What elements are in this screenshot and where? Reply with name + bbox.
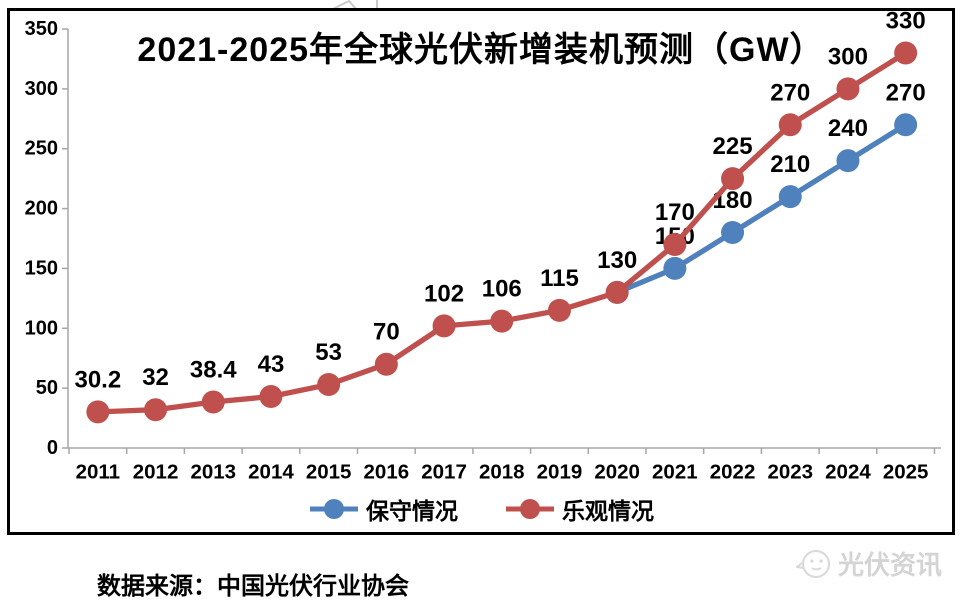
data-label-optimistic: 32 — [142, 364, 169, 391]
data-label-optimistic: 70 — [373, 319, 400, 346]
x-tick-label: 2018 — [479, 461, 525, 484]
brand-mascot-icon — [796, 549, 830, 578]
x-tick-label: 2014 — [248, 461, 294, 484]
data-label-conservative: 270 — [886, 79, 926, 106]
data-source: 数据来源：中国光伏行业协会 — [97, 573, 409, 600]
data-point-optimistic — [259, 385, 283, 409]
cropped-watermark — [332, 0, 378, 10]
brand-logo-text: 光伏资讯 — [838, 550, 943, 580]
data-point-conservative — [894, 113, 918, 137]
data-label-conservative: 210 — [770, 151, 810, 178]
data-label-optimistic: 115 — [540, 265, 579, 292]
x-tick-label: 2022 — [710, 461, 756, 484]
y-tick-label: 350 — [25, 18, 58, 40]
x-tick-label: 2019 — [537, 461, 583, 484]
y-tick-label: 200 — [25, 198, 58, 220]
data-point-conservative — [778, 185, 802, 209]
x-tick-label: 2012 — [133, 461, 179, 484]
data-label-optimistic: 53 — [315, 339, 342, 366]
chart-canvas: 0 50 100 150 200 250 300 350 2011 2012 2013 2014 201… — [25, 7, 941, 484]
data-point-optimistic — [201, 390, 225, 414]
data-label-optimistic: 106 — [482, 276, 522, 303]
y-tick-label: 0 — [47, 437, 58, 459]
data-point-optimistic — [721, 167, 745, 191]
data-point-optimistic — [317, 373, 341, 397]
data-label-optimistic: 170 — [655, 199, 695, 226]
data-label-optimistic: 330 — [886, 7, 926, 34]
x-tick-label: 2020 — [594, 461, 640, 484]
data-label-optimistic: 225 — [713, 133, 753, 160]
data-point-optimistic — [778, 113, 802, 137]
y-tick-label: 300 — [25, 78, 58, 100]
data-label-optimistic: 38.4 — [190, 357, 237, 384]
x-tick-label: 2025 — [883, 461, 929, 484]
y-tick-label: 100 — [25, 317, 58, 339]
x-tick-label: 2015 — [306, 461, 352, 484]
data-label-optimistic: 300 — [828, 43, 868, 70]
x-tick-label: 2021 — [652, 461, 698, 484]
chart-title: 2021-2025年全球光伏新增装机预测（GW） — [137, 31, 825, 69]
x-tick-label: 2011 — [76, 461, 120, 484]
x-tick-label: 2017 — [421, 461, 467, 484]
x-tick-label: 2013 — [190, 461, 236, 484]
legend-label-optimistic: 乐观情况 — [562, 498, 654, 524]
legend-item-optimistic: 乐观情况 — [504, 492, 654, 526]
data-point-conservative — [836, 149, 860, 173]
y-tick-label: 50 — [36, 377, 58, 399]
y-tick-label: 150 — [25, 257, 58, 279]
legend: 保守情况 乐观情况 — [7, 491, 955, 527]
line-dot-marker-icon — [310, 499, 358, 519]
data-point-optimistic — [663, 232, 687, 256]
data-point-optimistic — [374, 352, 398, 376]
x-tick-label: 2016 — [364, 461, 410, 484]
data-point-optimistic — [547, 298, 571, 322]
data-label-optimistic: 30.2 — [74, 366, 121, 393]
data-label-optimistic: 43 — [258, 351, 285, 378]
legend-label-conservative: 保守情况 — [366, 498, 458, 524]
data-point-optimistic — [144, 398, 168, 422]
data-label-optimistic: 102 — [424, 280, 464, 307]
data-point-optimistic — [605, 280, 629, 304]
line-dot-marker-icon — [506, 499, 554, 519]
y-tick-label: 250 — [25, 138, 58, 160]
data-label-optimistic: 130 — [597, 247, 637, 274]
data-label-optimistic: 270 — [770, 79, 810, 106]
data-label-conservative: 240 — [828, 115, 868, 142]
chart-frame — [7, 8, 955, 535]
data-point-conservative — [663, 256, 687, 280]
x-tick-label: 2023 — [767, 461, 813, 484]
data-point-optimistic — [432, 314, 456, 338]
brand-logo: 光伏资讯 — [796, 545, 942, 582]
data-point-optimistic — [490, 309, 514, 333]
data-point-conservative — [721, 221, 745, 245]
x-tick-label: 2024 — [825, 461, 871, 484]
data-point-optimistic — [86, 400, 110, 424]
data-point-optimistic — [894, 41, 918, 65]
data-point-optimistic — [836, 77, 860, 101]
legend-item-conservative: 保守情况 — [308, 492, 458, 526]
